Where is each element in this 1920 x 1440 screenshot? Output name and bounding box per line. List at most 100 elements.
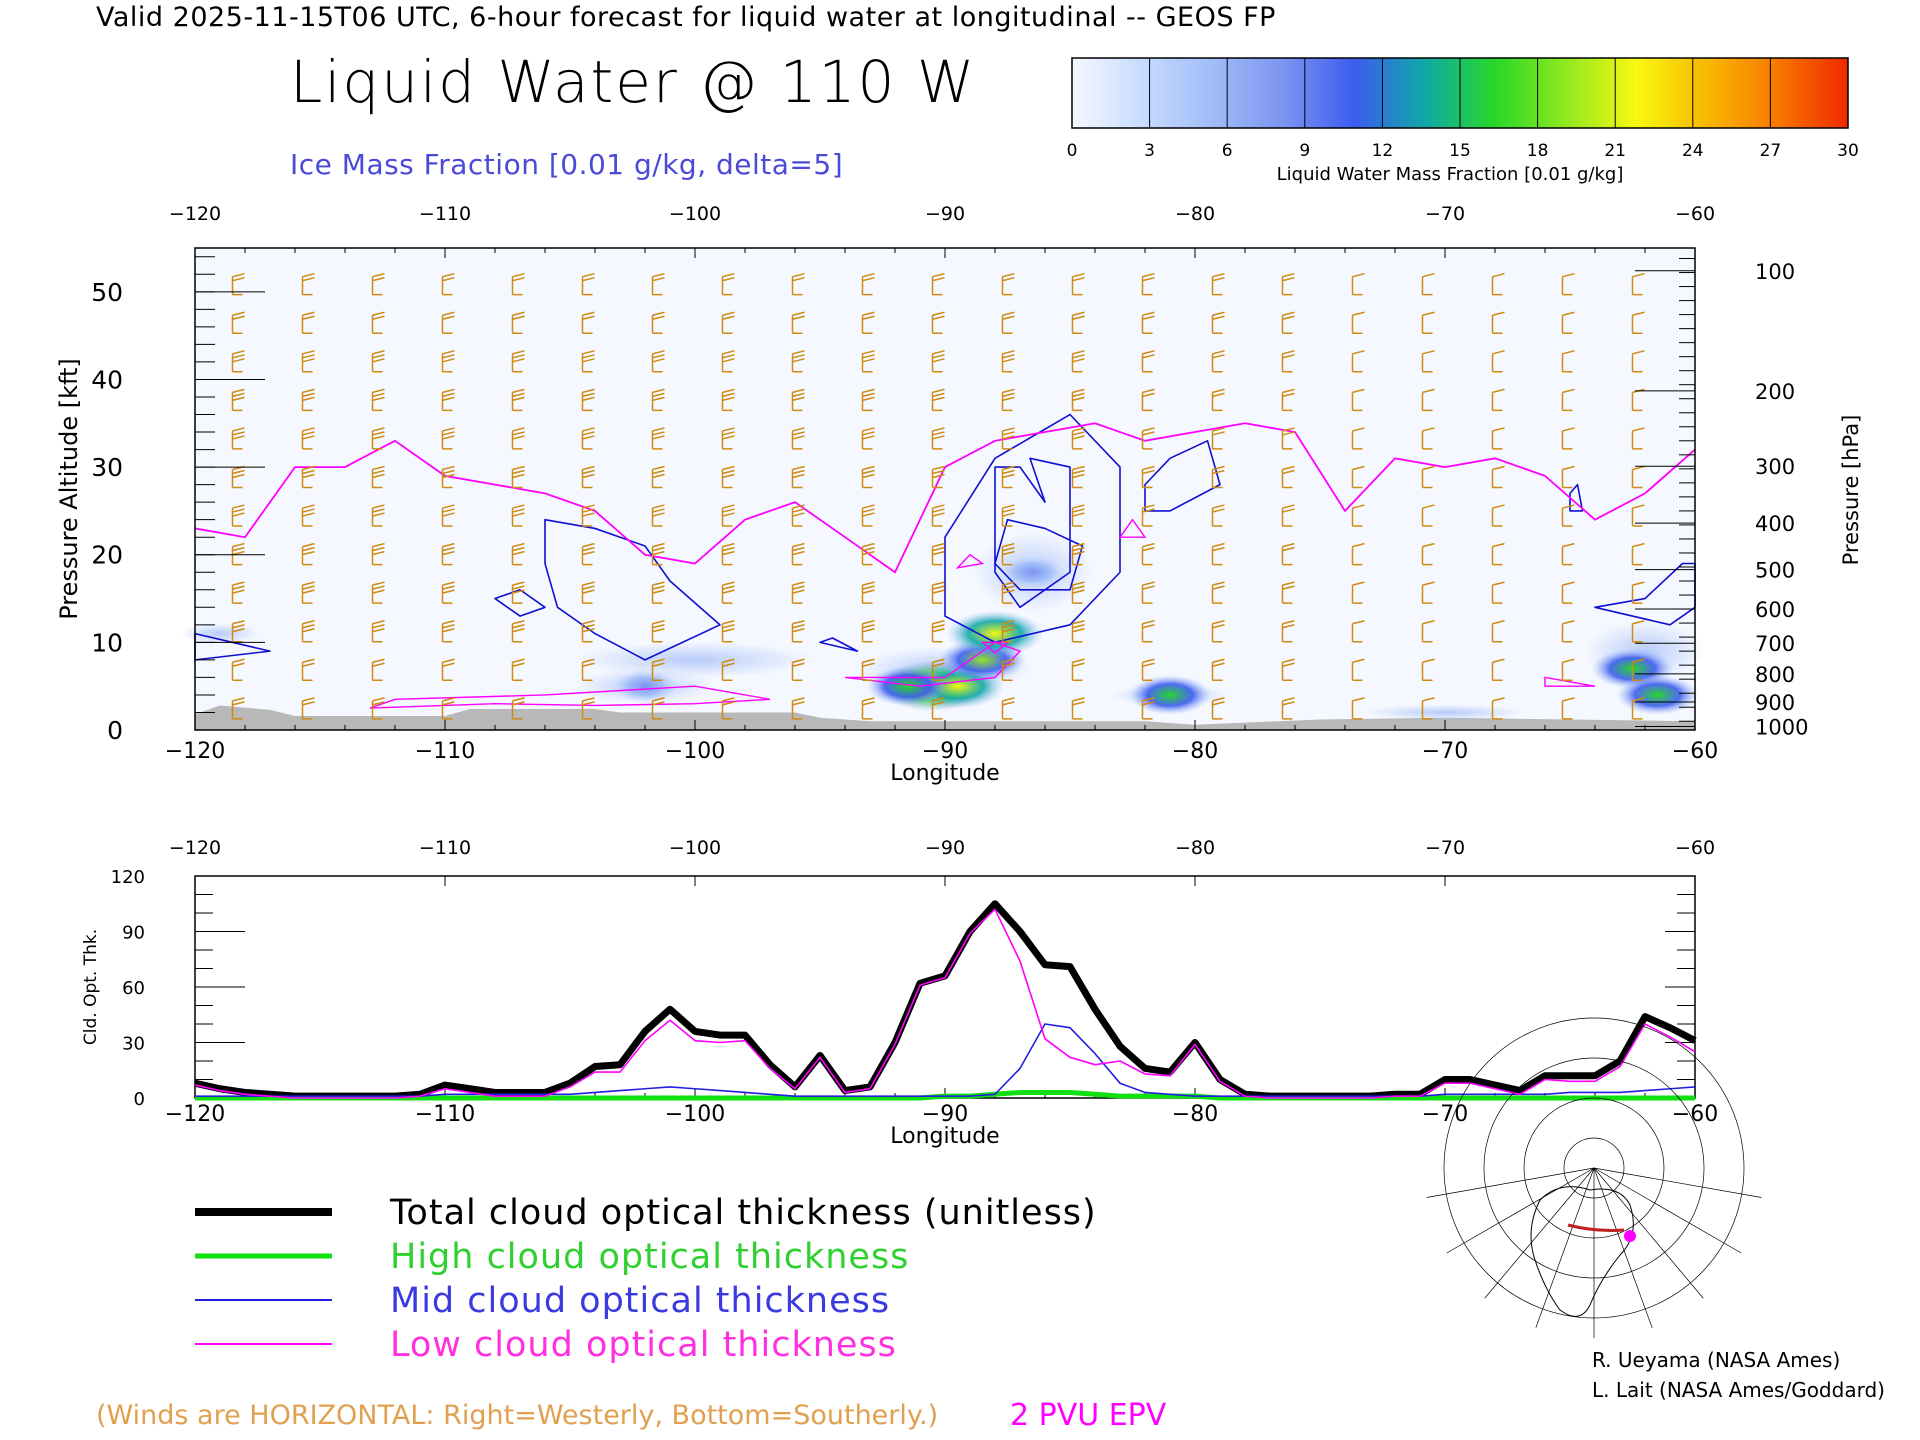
ice-contour (544, 518, 721, 661)
wind-barb (1491, 427, 1505, 450)
wind-barb (1001, 619, 1015, 643)
wind-barb (861, 465, 875, 489)
wind-barb (511, 311, 525, 334)
credit-line-1: R. Ueyama (NASA Ames) (1592, 1348, 1841, 1372)
wind-barb (931, 658, 945, 682)
wind-barb (1071, 542, 1085, 566)
wind-barb (581, 619, 595, 643)
x-tick-label: −100 (665, 1102, 725, 1127)
liquid-water-cell (866, 666, 949, 707)
wind-barb (1491, 272, 1505, 296)
map-graticule (1593, 1167, 1704, 1299)
wind-barb (651, 542, 665, 566)
wind-barb (371, 697, 385, 720)
wind-barb (791, 311, 805, 334)
colorbar-tick-label: 27 (1759, 141, 1782, 161)
wind-barb (1141, 427, 1155, 450)
wind-barb (441, 465, 455, 489)
wind-barb (1421, 388, 1435, 412)
legend-label-total: Total cloud optical thickness (unitless) (389, 1193, 1097, 1233)
wind-barb (1491, 581, 1505, 604)
wind-barb (1281, 581, 1295, 604)
wind-barb (1421, 465, 1435, 489)
main-title: Liquid Water @ 110 W (290, 48, 977, 116)
wind-barb (1141, 697, 1155, 720)
epv-2pvu-line (194, 422, 1696, 574)
wind-barb (441, 658, 455, 682)
x-tick-label-top: −110 (419, 203, 471, 225)
wind-barb (651, 697, 665, 720)
wind-barb (1351, 272, 1365, 296)
wind-barb (231, 388, 245, 412)
wind-barb (301, 542, 315, 566)
ice-contour (819, 637, 859, 652)
ice-haze (575, 641, 815, 678)
ice-contour (994, 518, 1084, 591)
optical-thickness-frame (194, 875, 1696, 1099)
x-tick-label: −120 (165, 1102, 225, 1127)
low-series-line (194, 908, 1696, 1099)
wind-barb (1211, 581, 1225, 604)
y-tick-label: 30 (91, 453, 123, 482)
wind-barb (931, 427, 945, 450)
wind-barb (301, 581, 315, 604)
x-tick-label-top: −60 (1675, 837, 1715, 859)
wind-barb (1211, 619, 1225, 643)
wind-barb (1071, 581, 1085, 604)
ice-contour (944, 413, 1121, 644)
x-tick-label: −70 (1422, 1102, 1468, 1127)
y-tick-label: 0 (107, 716, 123, 745)
wind-barb (1141, 658, 1155, 682)
x-axis-label: Longitude (890, 761, 999, 786)
wind-barb (301, 465, 315, 489)
wind-barb (231, 504, 245, 527)
ice-contour (494, 588, 546, 617)
colorbar-tick-label: 24 (1681, 141, 1704, 161)
wind-barb (931, 311, 945, 334)
legend-label-low: Low cloud optical thickness (390, 1325, 897, 1365)
pressure-tick-label: 400 (1755, 512, 1795, 536)
colorbar-tick-label: 6 (1221, 141, 1233, 161)
map-graticule (1535, 1167, 1595, 1328)
wind-barb (1141, 504, 1155, 527)
wind-barb (231, 658, 245, 682)
wind-barb (371, 388, 385, 412)
pressure-tick-label: 900 (1755, 691, 1795, 715)
wind-barb (1631, 697, 1645, 720)
wind-barb (511, 504, 525, 527)
x-tick-label-top: −100 (669, 837, 721, 859)
wind-barb (651, 388, 665, 412)
wind-barb (1071, 388, 1085, 412)
wind-barb (1141, 388, 1155, 412)
colorbar-tick-label: 15 (1449, 141, 1471, 161)
wind-barb (581, 311, 595, 334)
wind-barb (441, 504, 455, 527)
wind-barb (1001, 388, 1015, 412)
colorbar-tick-label: 30 (1837, 141, 1859, 161)
wind-barb (791, 504, 805, 527)
wind-barb (1281, 658, 1295, 682)
wind-barb (1141, 272, 1155, 296)
y-axis-label: Pressure Altitude [kft] (55, 358, 83, 620)
wind-barb (791, 465, 805, 489)
map-coastline (1530, 1186, 1634, 1317)
wind-barb (371, 658, 385, 682)
wind-barb (931, 697, 945, 720)
wind-barb (1001, 465, 1015, 489)
wind-barb (1281, 619, 1295, 643)
wind-barb (1491, 311, 1505, 334)
epv-note: 2 PVU EPV (1010, 1398, 1167, 1433)
wind-barb (1211, 465, 1225, 489)
wind-barbs (231, 272, 1645, 720)
liquid-water-cell (999, 555, 1066, 589)
wind-barb (791, 350, 805, 373)
wind-barb (1071, 697, 1085, 720)
pressure-tick-label: 300 (1755, 455, 1795, 479)
header-line: Valid 2025-11-15T06 UTC, 6-hour forecast… (96, 2, 1276, 33)
wind-barb (1001, 542, 1015, 566)
wind-barb (1421, 658, 1435, 682)
legend: Total cloud optical thickness (unitless)… (195, 1193, 1097, 1365)
liquid-water-cell (946, 610, 1044, 657)
x-axis-label: Longitude (890, 1124, 999, 1149)
wind-barb (1211, 658, 1225, 682)
